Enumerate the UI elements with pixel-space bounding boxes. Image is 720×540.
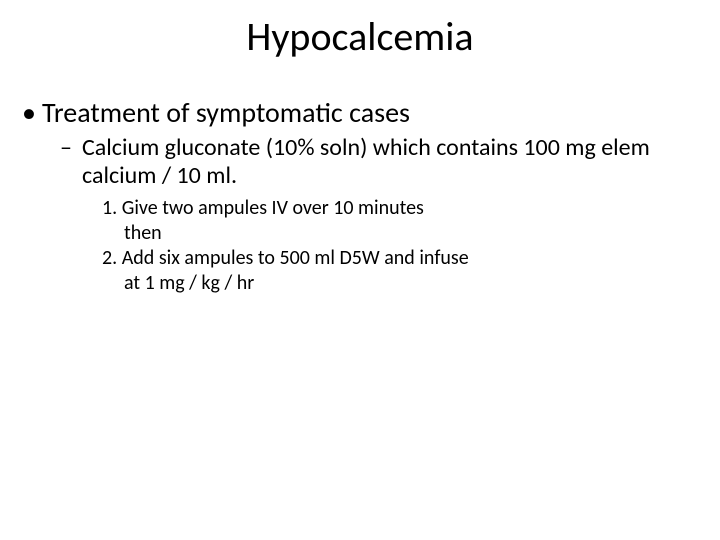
bullet-level2: – Calcium gluconate (10% soln) which con… <box>20 134 700 191</box>
slide: Hypocalcemia • Treatment of symptomatic … <box>0 0 720 540</box>
step-2-cont: at 1 mg / kg / hr <box>20 271 700 296</box>
slide-body: • Treatment of symptomatic cases – Calci… <box>20 96 700 296</box>
step-1: 1. Give two ampules IV over 10 minutes <box>20 196 700 221</box>
slide-title: Hypocalcemia <box>0 12 720 61</box>
bullet-level1: • Treatment of symptomatic cases <box>20 96 700 130</box>
dash-icon: – <box>60 134 72 162</box>
step-2: 2. Add six ampules to 500 ml D5W and inf… <box>20 246 700 271</box>
level1-text: Treatment of symptomatic cases <box>42 95 410 130</box>
level2-text: Calcium gluconate (10% soln) which conta… <box>82 133 650 190</box>
step-1-cont: then <box>20 221 700 246</box>
bullet-dot-icon: • <box>22 96 36 130</box>
